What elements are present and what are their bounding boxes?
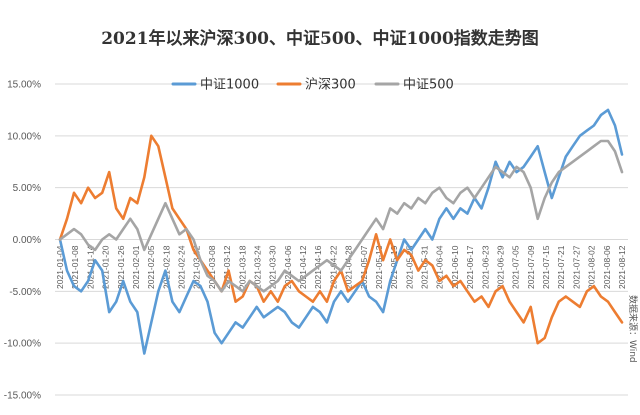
x-tick-label: 2021-06-17: [465, 245, 475, 289]
source-note: 数据来源：Wind: [627, 295, 639, 363]
legend-label: 中证1000: [200, 78, 259, 93]
y-tick-label: 5.00%: [13, 183, 41, 194]
x-tick-label: 2021-08-12: [617, 245, 627, 289]
x-tick-label: 2021-02-18: [161, 245, 171, 289]
x-tick-label: 2021-05-25: [404, 245, 414, 289]
y-tick-label: -15.00%: [4, 391, 41, 402]
x-tick-label: 2021-07-27: [571, 245, 581, 289]
x-tick-label: 2021-04-12: [298, 245, 308, 289]
x-tick-label: 2021-05-31: [420, 245, 430, 289]
x-tick-label: 2021-07-15: [541, 245, 551, 289]
x-tick-label: 2021-02-05: [146, 245, 156, 289]
x-tick-label: 2021-03-18: [237, 245, 247, 289]
x-tick-label: 2021-03-30: [268, 245, 278, 289]
x-tick-label: 2021-08-02: [587, 245, 597, 289]
legend-label: 沪深300: [305, 77, 356, 93]
legend: 中证1000 沪深300 中证500: [171, 77, 454, 93]
y-tick-label: 10.00%: [7, 131, 41, 142]
chart-title: 2021年以来沪深300、中证500、中证1000指数走势图: [101, 28, 539, 49]
x-tick-label: 2021-03-24: [252, 245, 262, 289]
x-tick-label: 2021-01-04: [55, 245, 65, 289]
y-tick-label: -5.00%: [9, 287, 41, 298]
x-tick-label: 2021-07-21: [556, 245, 566, 289]
x-tick-label: 2021-06-10: [450, 245, 460, 289]
series-line: [58, 139, 624, 293]
x-tick-label: 2021-07-09: [526, 245, 536, 289]
y-tick-label: 0.00%: [13, 235, 41, 246]
x-tick-label: 2021-02-24: [177, 245, 187, 289]
legend-label: 中证500: [403, 78, 454, 93]
x-tick-label: 2021-05-07: [359, 245, 369, 289]
y-tick-label: -10.00%: [4, 339, 41, 350]
x-tick-label: 2021-06-29: [495, 245, 505, 289]
x-tick-label: 2021-07-05: [511, 245, 521, 289]
x-tick-label: 2021-06-04: [435, 245, 445, 289]
x-tick-label: 2021-01-20: [101, 245, 111, 289]
x-tick-label: 2021-01-14: [85, 245, 95, 289]
x-tick-label: 2021-03-08: [207, 245, 217, 289]
y-axis-ticks: -15.00% -10.00% -5.00% 0.00% 5.00% 10.00% 15.0…: [4, 80, 41, 402]
series-lines: [58, 108, 624, 355]
x-tick-label: 2021-01-26: [116, 245, 126, 289]
x-tick-label: 2021-01-08: [70, 245, 80, 289]
y-tick-label: 15.00%: [7, 80, 41, 91]
x-tick-label: 2021-04-06: [283, 245, 293, 289]
x-axis-ticks: 2021-01-04 2021-01-08 2021-01-14 2021-01-20…: [55, 245, 627, 289]
x-tick-label: 2021-08-06: [602, 245, 612, 289]
x-tick-label: 2021-04-28: [344, 245, 354, 289]
x-tick-label: 2021-04-22: [328, 245, 338, 289]
x-tick-label: 2021-03-02: [192, 245, 202, 289]
x-tick-label: 2021-05-13: [374, 245, 384, 289]
x-tick-label: 2021-02-01: [131, 245, 141, 289]
x-tick-label: 2021-03-12: [222, 245, 232, 289]
series-line: [58, 108, 624, 355]
x-tick-label: 2021-06-23: [480, 245, 490, 289]
